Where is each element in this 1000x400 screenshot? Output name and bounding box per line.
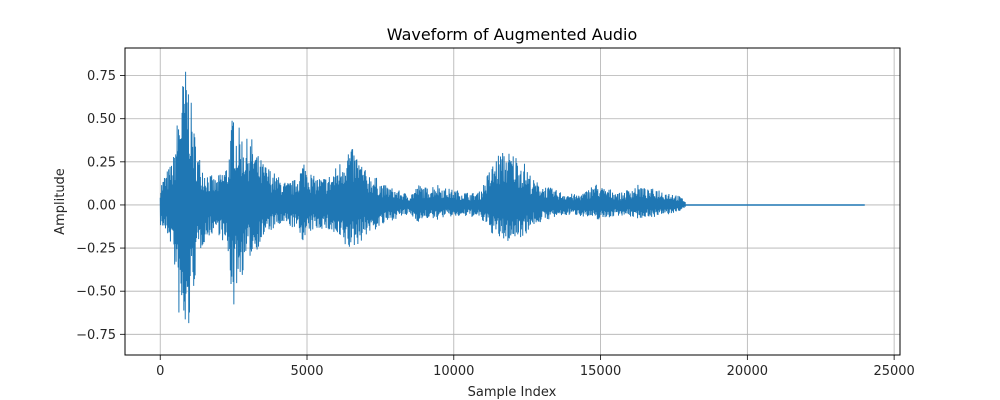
y-tick-label: 0.25	[87, 155, 116, 170]
y-tick-label: 0.00	[87, 198, 116, 213]
x-tick-label: 25000	[873, 364, 914, 379]
x-tick-label: 0	[156, 364, 164, 379]
waveform-series	[159, 71, 865, 324]
x-tick-label: 15000	[580, 364, 621, 379]
axis-ticks: 0 5000 10000 15000 20000 25000 −0.75 −0.50 −0.25…	[76, 69, 915, 379]
x-tick-label: 20000	[727, 364, 768, 379]
x-axis-label: Sample Index	[468, 385, 557, 400]
y-tick-label: −0.50	[76, 285, 116, 300]
x-tick-label: 10000	[433, 364, 474, 379]
y-tick-label: 0.75	[87, 69, 116, 84]
y-tick-label: 0.50	[87, 112, 116, 127]
x-tick-label: 5000	[290, 364, 323, 379]
y-tick-label: −0.75	[76, 328, 116, 343]
chart-title: Waveform of Augmented Audio	[387, 25, 637, 44]
y-axis-label: Amplitude	[53, 168, 68, 235]
plot-frame	[124, 47, 901, 356]
y-tick-label: −0.25	[76, 242, 116, 257]
waveform-line	[159, 71, 686, 324]
